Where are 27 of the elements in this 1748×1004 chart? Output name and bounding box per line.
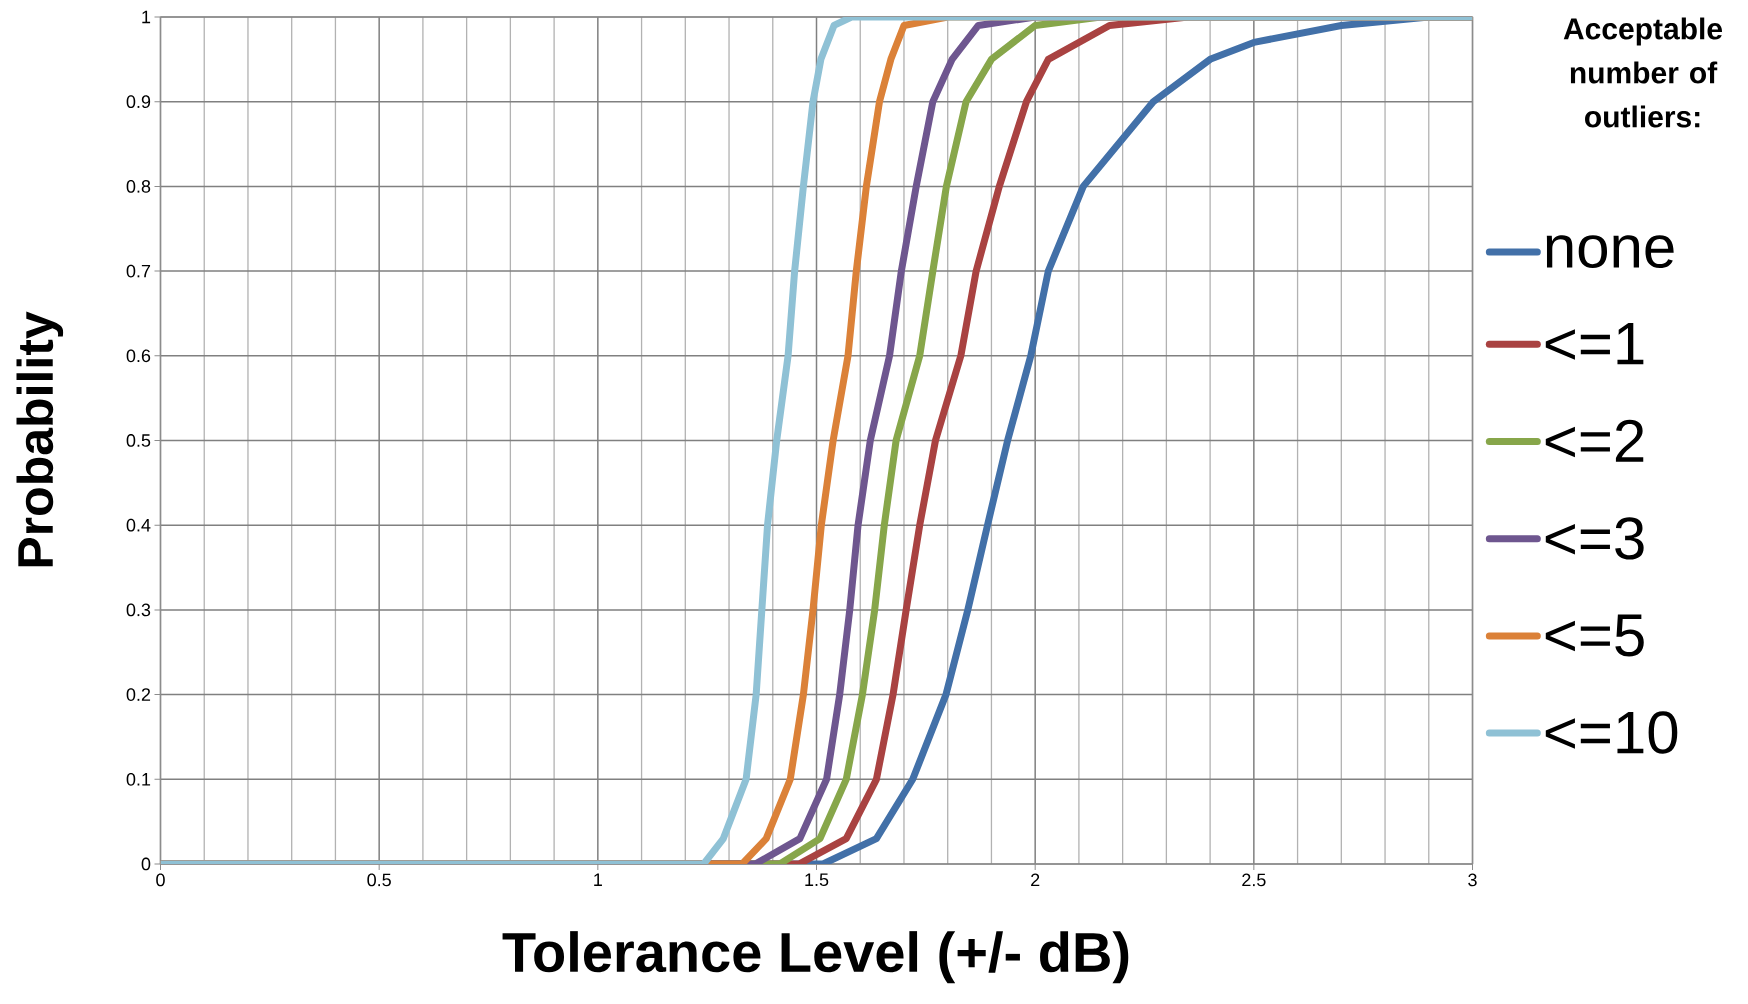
x-tick-label: 0.5 [367,873,391,887]
x-tick-label: 1.5 [805,873,829,887]
y-tick-label: 0.7 [126,264,151,278]
y-tick-label: 0.4 [126,518,151,532]
legend-label: <=3 [1545,517,1644,560]
y-axis-title: Probability [16,311,64,567]
y-tick-label: 1 [142,10,151,24]
y-tick-label: 0.1 [126,772,151,786]
x-axis-title: Tolerance Level (+/- dB) [502,931,1129,984]
legend-title: Acceptable number of outliers: [1563,17,1723,128]
legend-label: none [1546,235,1674,269]
legend-label: <=1 [1545,322,1644,365]
y-tick-label: 0.9 [126,95,151,109]
y-tick-label: 0.5 [126,434,151,447]
y-tick-label: 0.8 [126,180,151,193]
x-tick-label: 1 [594,873,602,886]
legend-label: <=5 [1545,614,1644,657]
x-tick-label: 2.5 [1242,873,1266,887]
y-tick-label: 0.2 [126,688,151,701]
y-tick-label: 0.6 [126,349,151,363]
y-tick-label: 0 [141,857,151,871]
x-tick-label: 2 [1031,873,1040,887]
legend-label: <=10 [1545,711,1678,754]
x-tick-label: 0 [156,873,165,887]
y-tick-label: 0.3 [126,603,151,617]
x-tick-label: 3 [1468,873,1477,887]
legend-label: <=2 [1545,419,1644,462]
